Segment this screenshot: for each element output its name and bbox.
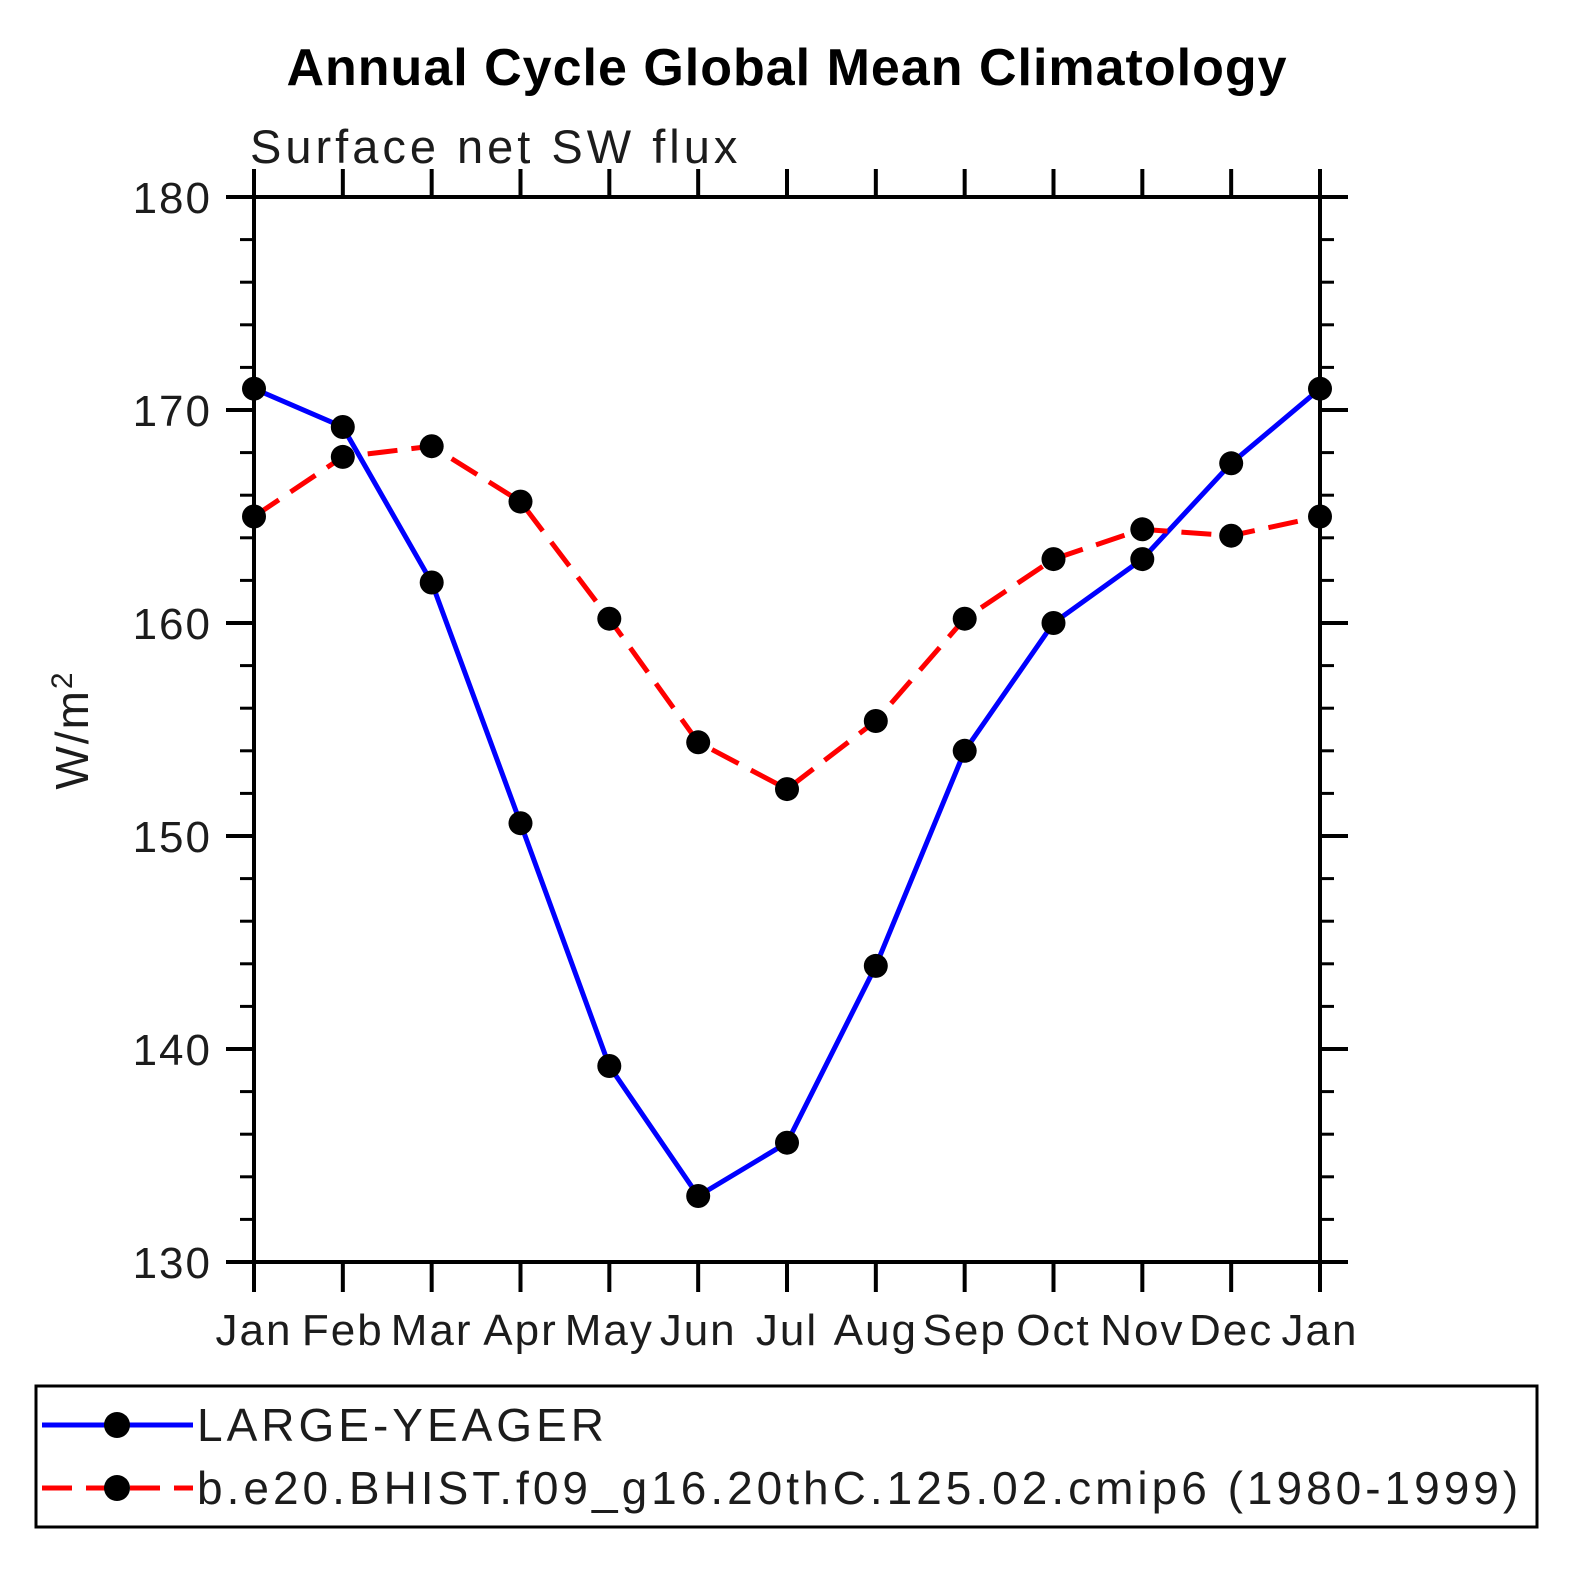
x-tick-label: Jan <box>216 1306 293 1355</box>
data-point-marker <box>686 1184 711 1208</box>
x-tick-label: Mar <box>391 1306 473 1355</box>
legend-line-samples <box>42 1412 193 1501</box>
data-point-marker <box>1130 547 1155 572</box>
x-tick-label: Jul <box>756 1306 818 1355</box>
chart-title: Annual Cycle Global Mean Climatology <box>286 39 1287 97</box>
plot-frame <box>252 195 1322 1264</box>
x-tick-label: Dec <box>1189 1306 1273 1355</box>
x-tick-label: Aug <box>834 1306 918 1355</box>
series-line-1 <box>252 443 1321 793</box>
y-tick-label: 170 <box>133 387 212 436</box>
data-point-marker <box>419 570 444 595</box>
data-point-marker <box>1130 517 1155 542</box>
legend-label-large-yeager: LARGE-YEAGER <box>197 1399 608 1451</box>
legend-label-model-run: b.e20.BHIST.f09_g16.20thC.125.02.cmip6 (… <box>197 1462 1522 1514</box>
data-point-marker <box>1041 611 1066 635</box>
data-point-marker <box>330 444 355 469</box>
data-point-marker <box>1219 451 1244 476</box>
y-tick-label: 140 <box>133 1026 212 1075</box>
y-axis-label-superscript: 2 <box>46 670 79 689</box>
x-tick-label: Feb <box>302 1306 384 1355</box>
data-point-marker <box>508 811 533 836</box>
legend-sample-marker-0 <box>104 1412 130 1438</box>
y-tick-label: 130 <box>133 1239 212 1288</box>
x-tick-label: Jan <box>1282 1306 1359 1355</box>
data-point-marker <box>419 434 444 459</box>
x-tick-label: Oct <box>1016 1306 1090 1355</box>
y-axis-label: W/m2 <box>46 670 98 789</box>
data-point-marker <box>597 606 622 631</box>
data-point-marker <box>952 738 977 763</box>
data-point-marker <box>952 606 977 631</box>
data-point-markers <box>242 376 1332 1208</box>
axis-ticks <box>226 169 1348 1292</box>
data-point-marker <box>775 1130 799 1155</box>
x-tick-label: Jun <box>660 1306 737 1355</box>
x-tick-label: Sep <box>923 1306 1007 1355</box>
data-point-marker <box>1219 523 1244 548</box>
y-tick-label: 150 <box>133 813 212 862</box>
data-point-marker <box>863 953 888 978</box>
legend-sample-marker-1 <box>104 1475 130 1501</box>
data-point-marker <box>1041 547 1066 572</box>
data-point-marker <box>508 489 533 514</box>
x-tick-label: Apr <box>483 1306 557 1355</box>
y-tick-label: 160 <box>133 600 212 649</box>
data-point-marker <box>597 1054 622 1078</box>
y-tick-label: 180 <box>133 174 212 223</box>
chart-subtitle: Surface net SW flux <box>250 120 741 173</box>
data-point-marker <box>775 777 799 802</box>
data-point-marker <box>863 709 888 733</box>
x-tick-label: Nov <box>1100 1306 1184 1355</box>
x-tick-label: May <box>565 1306 654 1355</box>
legend-box <box>34 1384 1539 1529</box>
data-point-marker <box>330 415 355 439</box>
data-point-marker <box>686 730 711 755</box>
y-axis-label-base: W/m <box>46 689 98 790</box>
